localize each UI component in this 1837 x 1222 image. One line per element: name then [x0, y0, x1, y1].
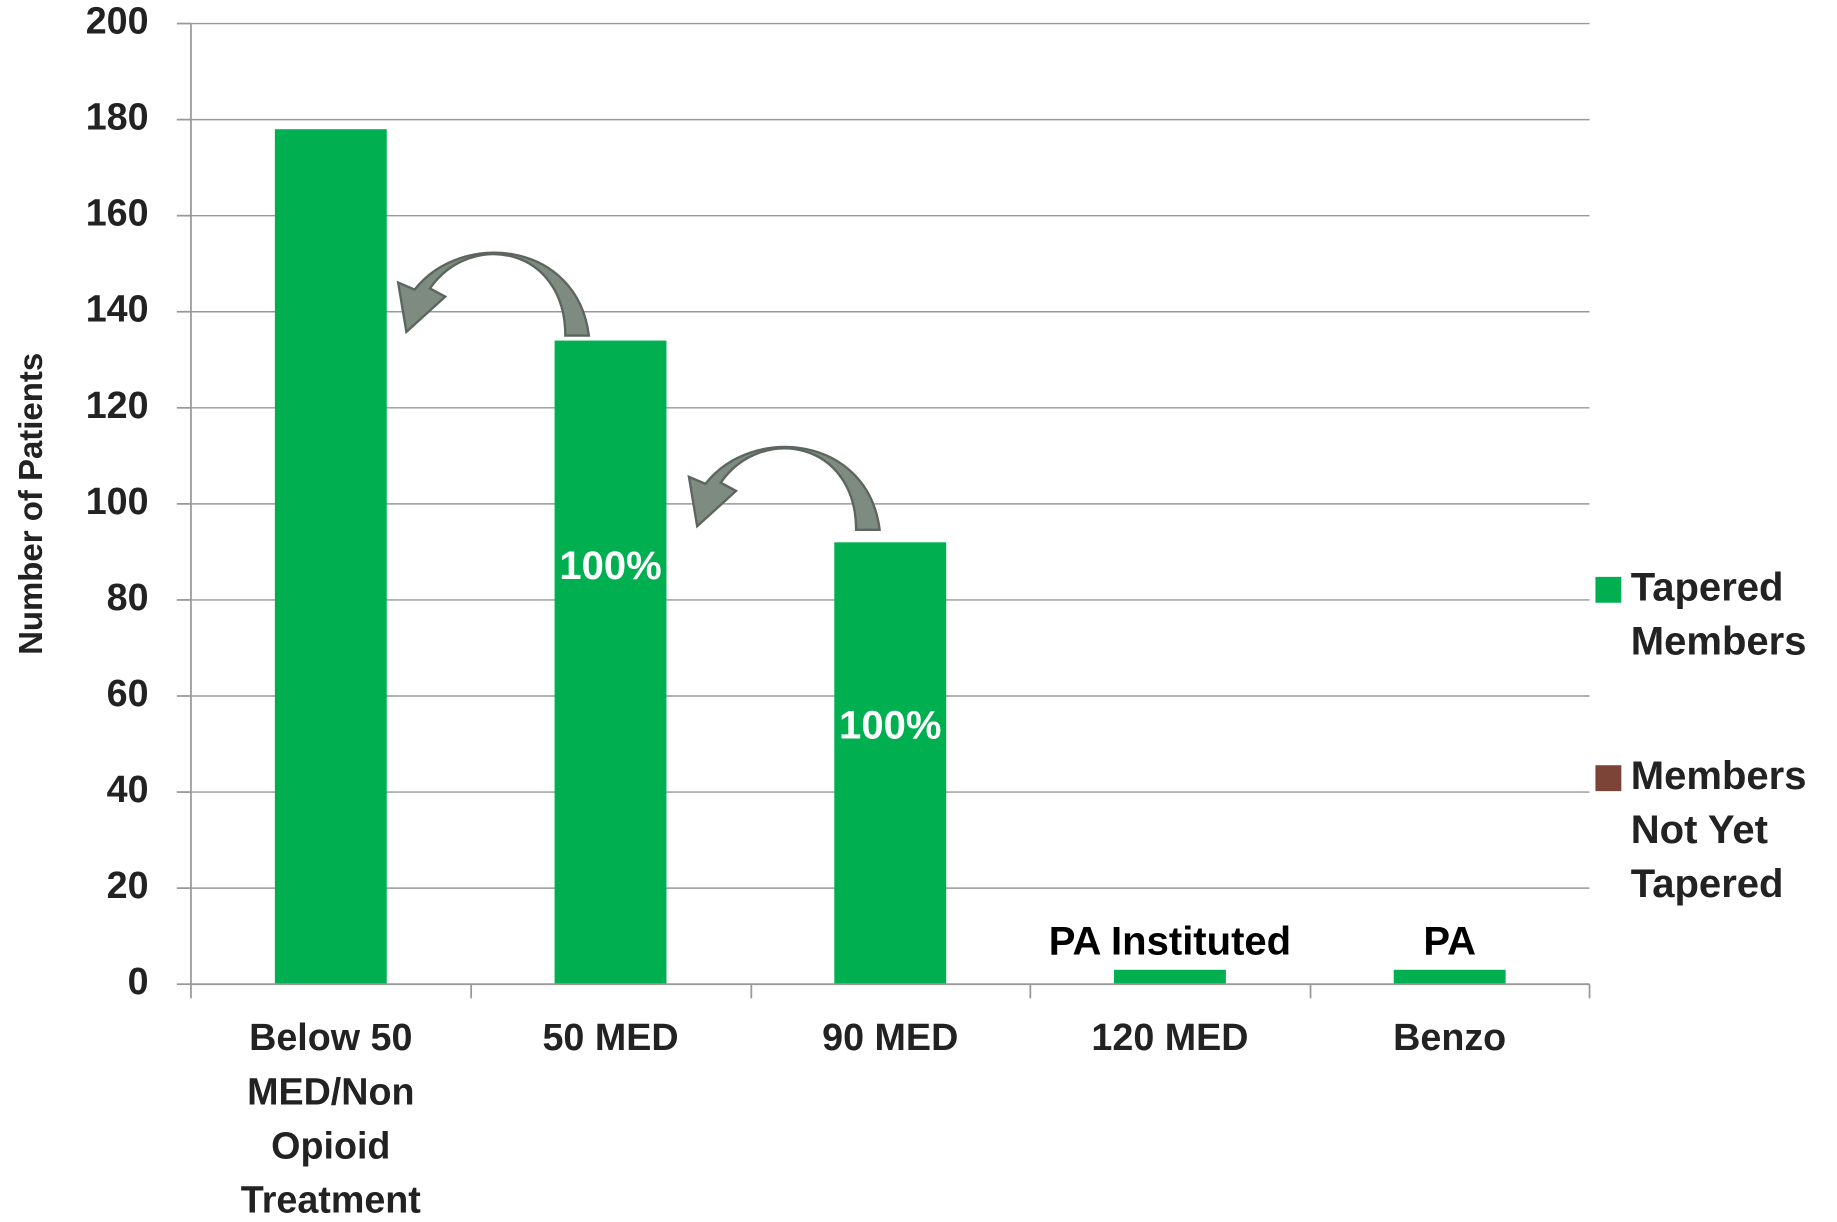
- bar: [1114, 969, 1226, 985]
- y-tick-label: 60: [107, 672, 149, 714]
- legend-label: Tapered Members: [1630, 565, 1807, 664]
- x-tick-label-box: 90 MED: [822, 1015, 959, 1059]
- axes: [190, 23, 1591, 999]
- bar: [1393, 969, 1506, 985]
- arrow: [396, 251, 591, 337]
- legend-swatch: [1595, 765, 1622, 792]
- annotation: PA: [1423, 919, 1476, 963]
- legend-swatch: [1595, 576, 1622, 603]
- x-tick-label-box: 120 MED: [1091, 1015, 1249, 1059]
- annotation: PA Instituted: [1049, 919, 1291, 963]
- x-tick-label: Below 50 MED/Non Opioid Treatment: [240, 1015, 421, 1221]
- arrow: [687, 445, 881, 531]
- y-tick-label: 160: [86, 192, 149, 234]
- y-tick-label: 0: [128, 960, 149, 1002]
- annotation: 100%: [559, 544, 661, 588]
- x-tick-label: 90 MED: [822, 1015, 959, 1059]
- x-tick-label-box: Benzo: [1393, 1015, 1507, 1059]
- y-tick-label: 80: [107, 576, 149, 618]
- bar: [554, 340, 667, 985]
- x-tick-label-box: 50 MED: [542, 1015, 679, 1059]
- annotation: 100%: [839, 704, 941, 748]
- x-tick-label: 50 MED: [542, 1015, 679, 1059]
- y-tick-label: 40: [107, 768, 149, 810]
- y-tick-label: 140: [86, 288, 149, 330]
- legend-label-box: Tapered Members: [1630, 565, 1807, 664]
- x-tick-label: Benzo: [1393, 1015, 1507, 1059]
- curved-arrows: [396, 251, 881, 531]
- y-tick-label: 100: [86, 480, 149, 522]
- x-axis-ticks: [190, 984, 1591, 999]
- x-tick-label-box: Below 50 MED/Non Opioid Treatment: [240, 1015, 421, 1221]
- y-axis-title: Number of Patients: [12, 353, 49, 655]
- legend-label-box: Members Not Yet Tapered: [1630, 753, 1807, 907]
- bar: [274, 129, 387, 985]
- legend-label: Members Not Yet Tapered: [1630, 753, 1807, 907]
- x-tick-label: 120 MED: [1091, 1015, 1249, 1059]
- y-tick-label: 200: [86, 0, 149, 41]
- y-tick-label: 120: [86, 384, 149, 426]
- bar: [834, 542, 947, 985]
- y-tick-label: 180: [86, 96, 149, 138]
- y-tick-label: 20: [107, 864, 149, 906]
